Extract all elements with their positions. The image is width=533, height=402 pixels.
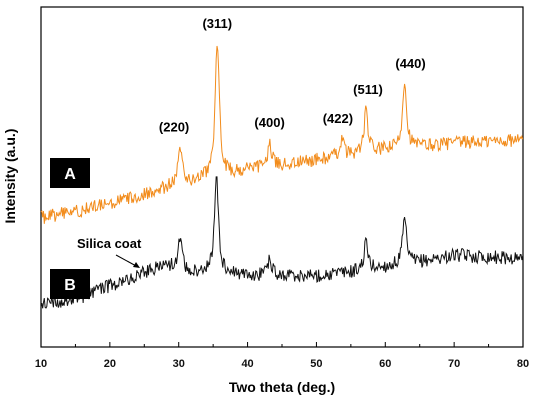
x-tick-label: 20 bbox=[104, 358, 116, 370]
series-a-badge-box bbox=[50, 158, 90, 188]
x-tick-label: 50 bbox=[310, 358, 322, 370]
x-tick-label: 10 bbox=[35, 358, 47, 370]
peak-label: (440) bbox=[395, 56, 425, 71]
series-layer bbox=[40, 45, 524, 309]
x-axis-label: Two theta (deg.) bbox=[229, 379, 335, 395]
silica-coat-label: Silica coat bbox=[77, 236, 142, 251]
series-b-badge-label: B bbox=[64, 277, 76, 294]
x-tick-label: 60 bbox=[379, 358, 391, 370]
peak-label: (422) bbox=[323, 111, 353, 126]
plot-border bbox=[40, 6, 524, 348]
y-axis-label: Intensity (a.u.) bbox=[2, 129, 18, 224]
x-tick-label: 80 bbox=[517, 358, 529, 370]
plot-frame bbox=[40, 6, 524, 348]
x-tick-label: 40 bbox=[241, 358, 253, 370]
series-a-badge-label: A bbox=[64, 166, 76, 183]
peak-labels: (220) (311) (400) (422)(511) (440) bbox=[159, 16, 426, 134]
silica-coat-annotation: Silica coat bbox=[77, 236, 142, 268]
x-tick-label: 30 bbox=[173, 358, 185, 370]
peak-label: (311) bbox=[202, 16, 232, 31]
peak-label: (220) bbox=[159, 120, 189, 135]
series-b-badge-box bbox=[50, 269, 90, 299]
series-b-badge: B bbox=[50, 269, 90, 299]
series-a-badge: A bbox=[50, 158, 90, 188]
x-ticks: 10 20 30 40 50 60 70 80 bbox=[35, 342, 529, 370]
silica-coat-arrowhead bbox=[133, 262, 140, 268]
peak-label: (400) bbox=[254, 115, 284, 130]
peak-label: (511) bbox=[353, 82, 383, 97]
x-tick-label: 70 bbox=[448, 358, 460, 370]
series-line-b bbox=[40, 176, 524, 309]
series-line-a bbox=[40, 45, 524, 224]
